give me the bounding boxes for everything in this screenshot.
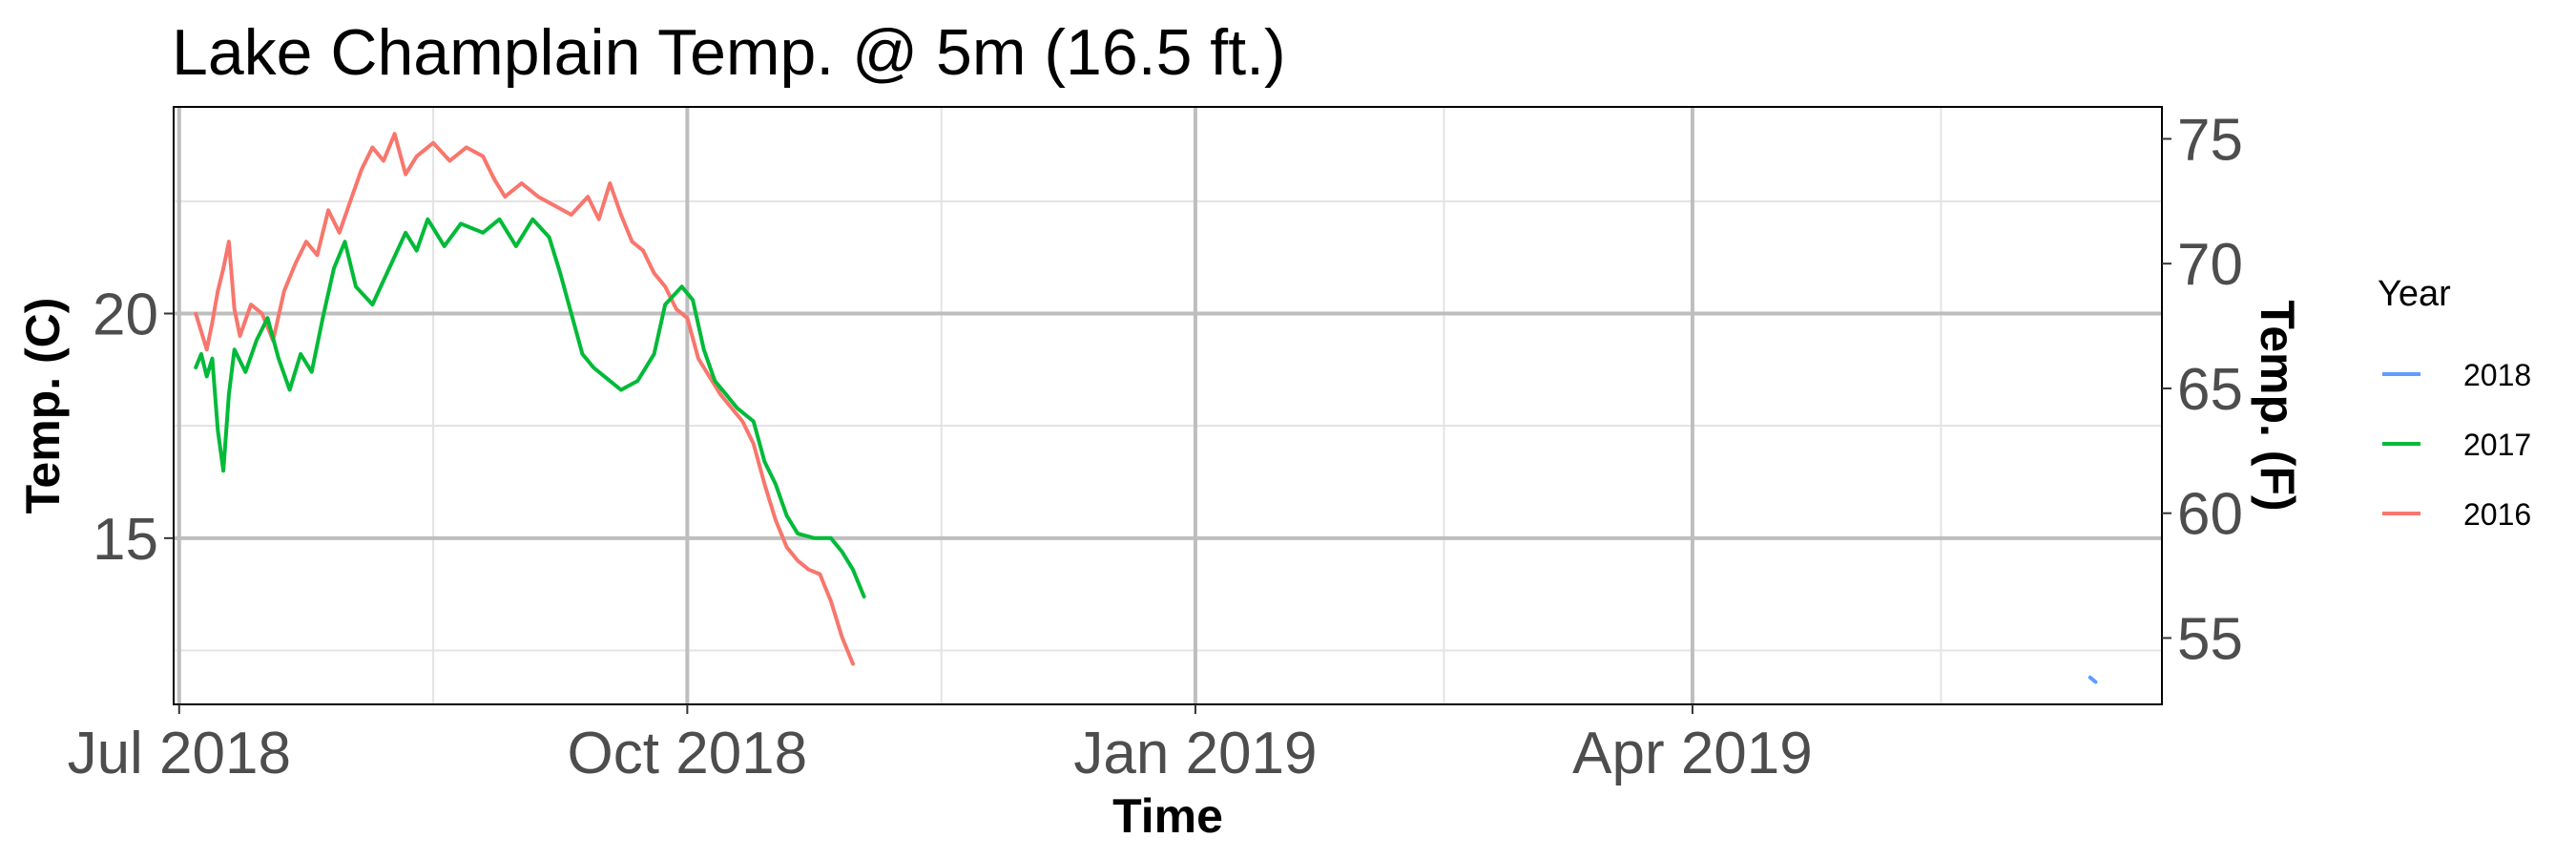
data-series [194,132,2098,684]
series-line-2017 [194,217,866,598]
plot-background [174,107,2162,704]
plot-panel-border [173,106,2163,705]
legend-label-2018: 2018 [2463,358,2531,392]
legend-title: Year [2378,274,2451,314]
y-axis-right: 55 60 65 70 75 [2162,107,2243,672]
y-tick-label-right: 60 [2177,482,2243,548]
series-line-2018 [2088,675,2098,684]
legend-label-2017: 2017 [2463,428,2531,462]
y-axis-title-right: Temp. (F) [2251,300,2304,511]
minor-gridlines [174,107,2162,704]
x-tick-label: Apr 2019 [1572,721,1813,786]
legend-label-2016: 2016 [2463,497,2531,532]
y-tick-label-right: 65 [2177,357,2243,423]
x-axis: Jul 2018 Oct 2018 Jan 2019 Apr 2019 [68,704,1813,786]
legend: Year 2018 2017 2016 [2378,274,2531,532]
y-tick-label-right: 70 [2177,232,2243,298]
y-axis-title-left: Temp. (C) [16,298,70,514]
y-tick-label-left: 15 [93,507,158,573]
y-tick-label-right: 55 [2177,606,2243,672]
chart-title: Lake Champlain Temp. @ 5m (16.5 ft.) [172,16,1286,89]
x-tick-label: Jul 2018 [68,721,291,786]
y-tick-label-right: 75 [2177,107,2243,173]
major-gridlines [174,107,2162,704]
y-tick-label-left: 20 [93,283,158,348]
x-axis-title: Time [1112,789,1223,843]
series-line-2016 [194,132,855,666]
x-tick-label: Jan 2019 [1073,721,1317,786]
x-tick-label: Oct 2018 [568,721,808,786]
